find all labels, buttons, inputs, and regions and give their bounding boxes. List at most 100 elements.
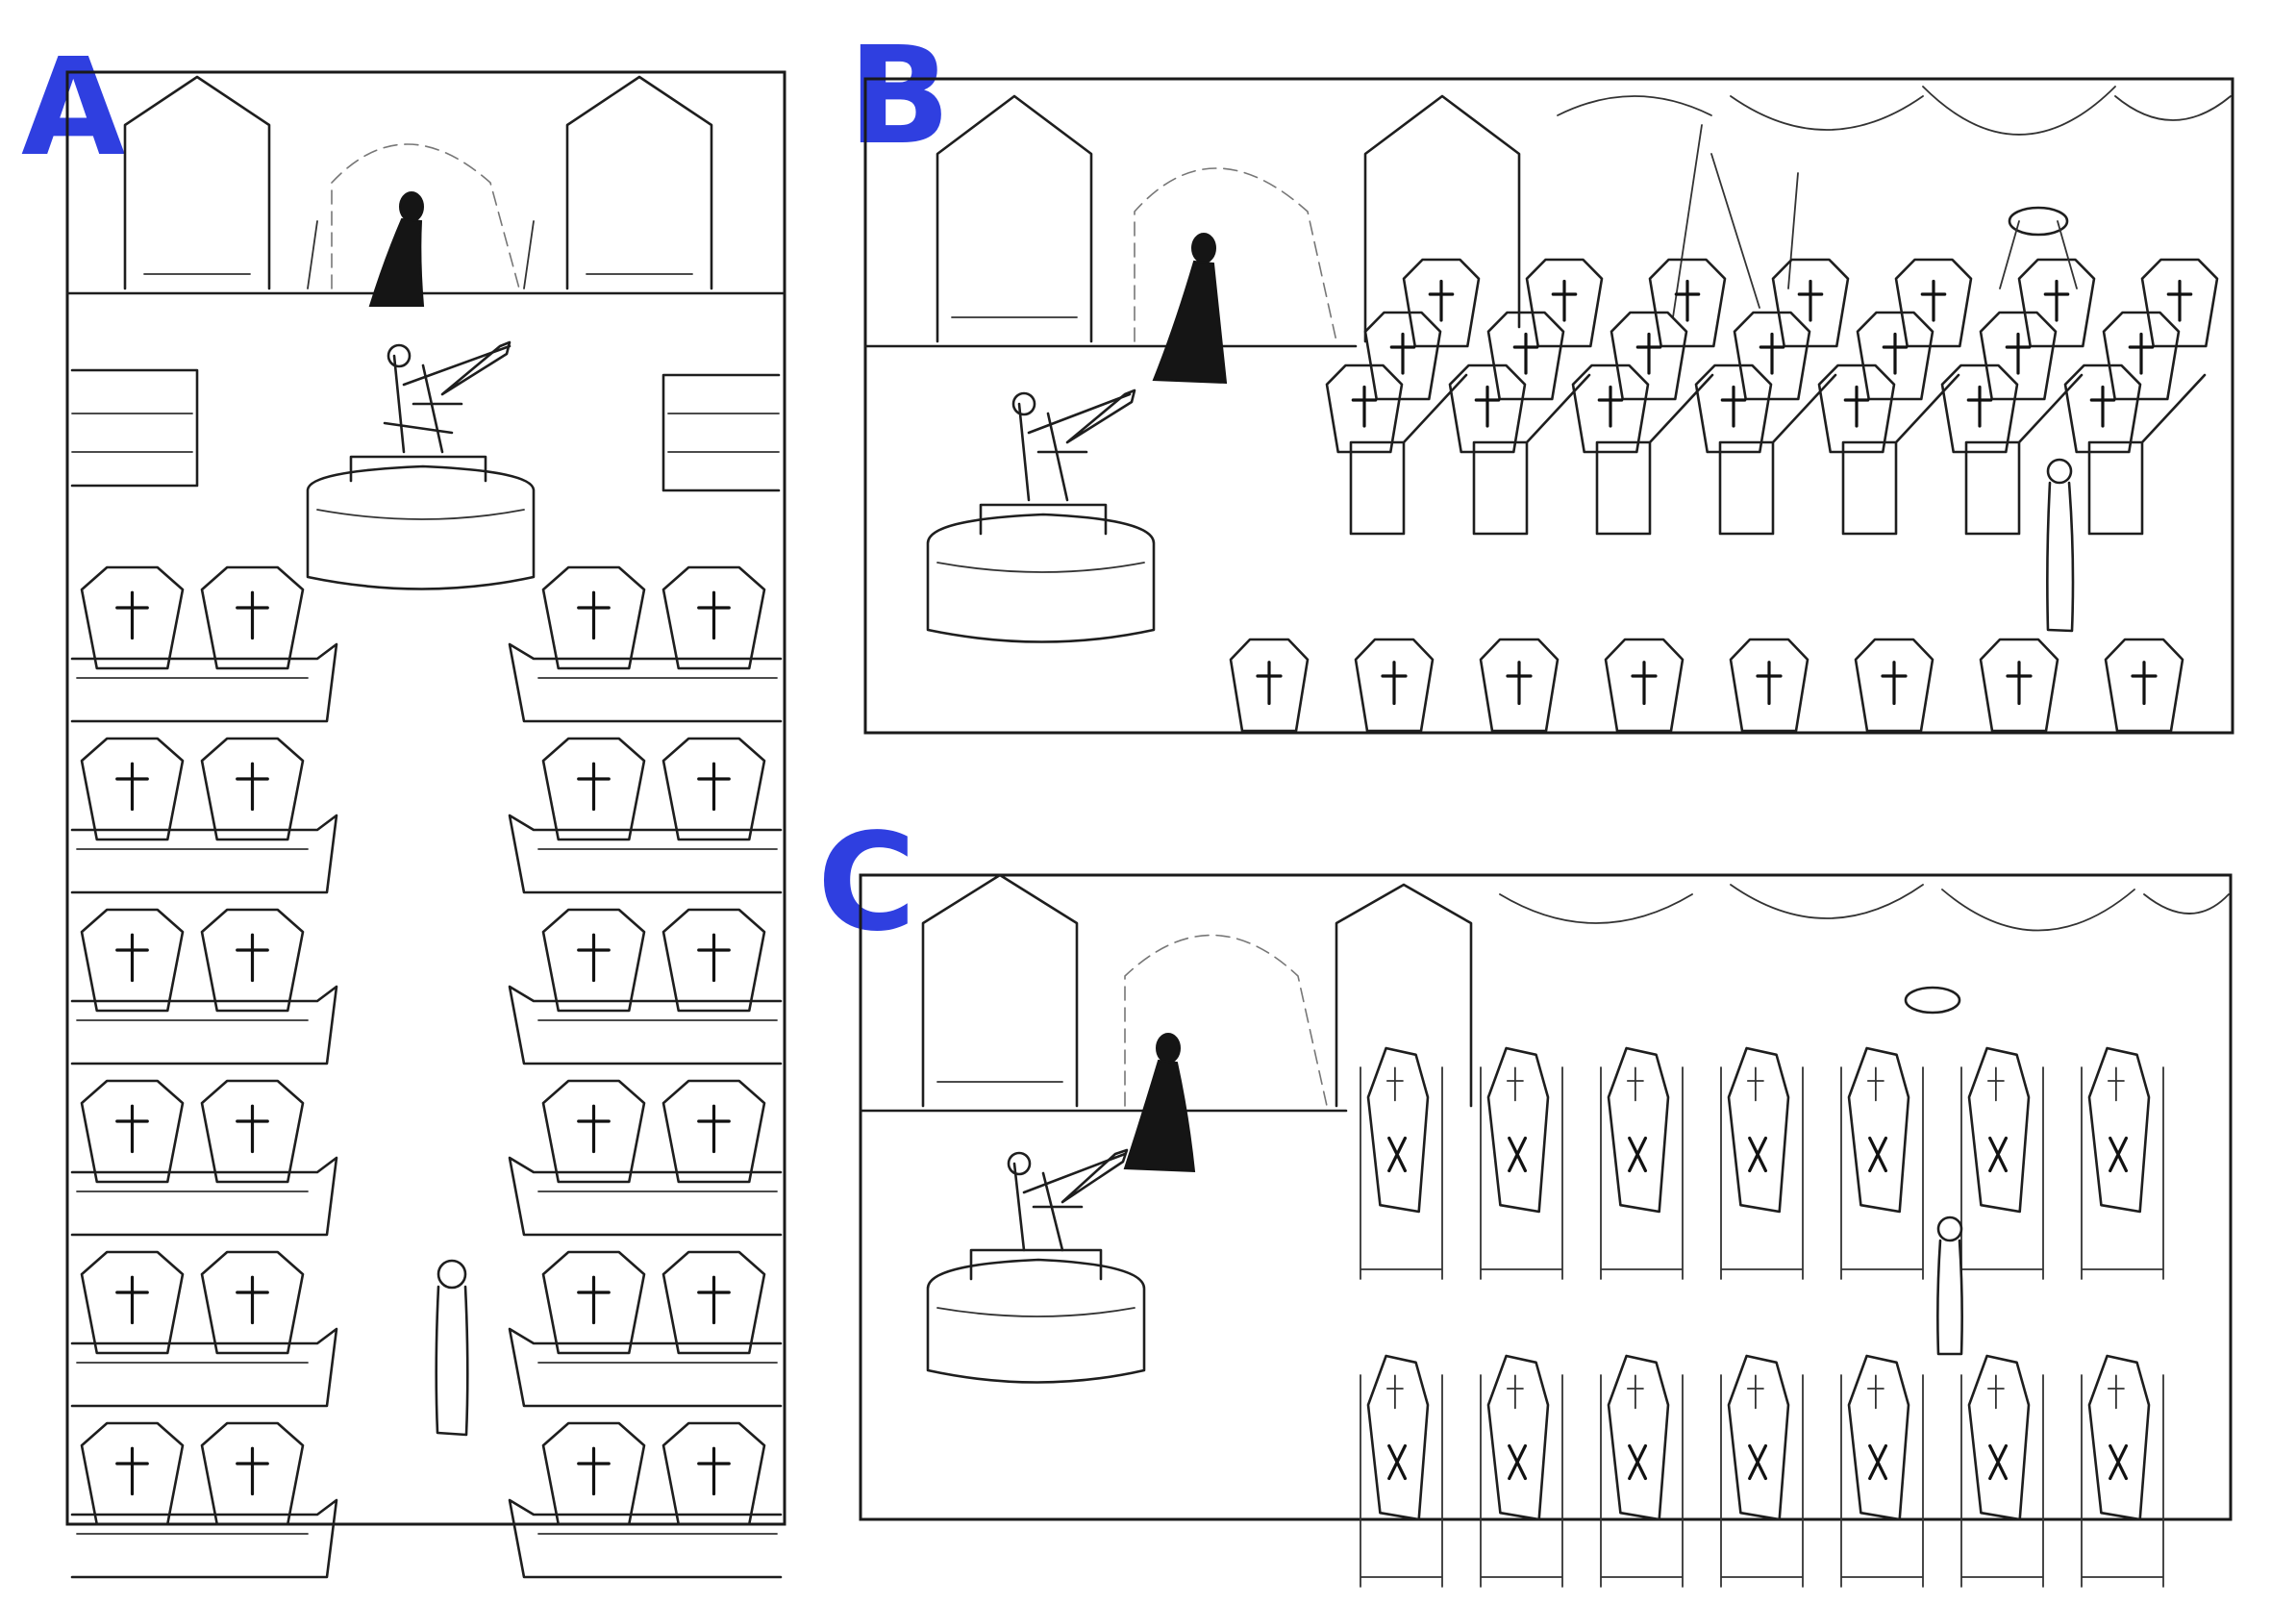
coffin-icon (1733, 311, 1811, 401)
cross-icon (2006, 661, 2033, 706)
cross-icon (1474, 385, 1501, 428)
cross-icon (1631, 661, 1658, 706)
coffin-icon (1366, 1046, 1430, 1214)
panel-a-label: A (21, 30, 125, 187)
coffin-icon (1967, 1046, 2031, 1214)
cross-icon (697, 590, 731, 640)
cross-icon (577, 1275, 611, 1325)
panel-a-back-wall (65, 75, 786, 295)
pew-row (1360, 1354, 2164, 1588)
coffin-icon (1486, 1046, 1550, 1214)
panel-b-frame (863, 77, 2234, 735)
coffin-icon (1979, 638, 2059, 733)
coffin-icon (1607, 1354, 1670, 1521)
pew-row (70, 1250, 338, 1408)
pew-row (508, 1250, 783, 1408)
cross-icon (115, 762, 149, 812)
cross-icon (1797, 279, 1824, 322)
cross-icon (115, 1104, 149, 1154)
panel-c-frame (859, 873, 2233, 1521)
cross-icon (1597, 385, 1624, 428)
cross-icon (1843, 385, 1870, 428)
coffin-icon (80, 737, 185, 841)
coffin-icon (1325, 363, 1404, 454)
coffin-icon (2140, 258, 2219, 348)
cross-icon (1674, 279, 1701, 322)
coffin-icon (1363, 311, 1442, 401)
coffin-icon (1729, 638, 1809, 733)
x-mark-icon (1628, 1136, 1648, 1173)
coffin-icon (1847, 1354, 1910, 1521)
cross-icon (2131, 661, 2158, 706)
panel-b-back-wall (863, 86, 2232, 348)
cross-icon (115, 933, 149, 983)
coffin-icon (1727, 1354, 1790, 1521)
cross-icon (1551, 279, 1578, 322)
x-mark-icon (1748, 1136, 1768, 1173)
coffin-icon (1967, 1354, 2031, 1521)
cross-icon (2128, 332, 2155, 375)
x-mark-icon (1868, 1136, 1888, 1173)
coffin-icon (541, 1250, 646, 1355)
panel-b-chandelier (1999, 206, 2078, 289)
coffin-icon (1607, 1046, 1670, 1214)
coffin-icon (2063, 363, 2142, 454)
coffin-icon (200, 1250, 305, 1355)
cross-icon (1966, 385, 1993, 428)
cross-icon (115, 590, 149, 640)
coffin-icon (200, 1421, 305, 1526)
coffin-icon (1525, 258, 1604, 348)
coffin-icon (80, 1250, 185, 1355)
cross-icon (1635, 332, 1662, 375)
coffin-icon (1610, 311, 1688, 401)
pew-row (1363, 311, 2181, 401)
panel-a-statue (306, 340, 536, 590)
panel-b-front-row (1229, 638, 2184, 733)
cross-icon (2043, 279, 2070, 322)
cross-icon (236, 933, 269, 983)
cross-icon (697, 1446, 731, 1496)
coffin-icon (1854, 638, 1934, 733)
coffin-icon (1694, 363, 1773, 454)
coffin-icon (80, 1079, 185, 1184)
panel-c-dark-figure (1123, 1033, 1196, 1173)
panel-a-dark-figure (368, 191, 425, 307)
coffin-icon (2087, 1354, 2151, 1521)
panel-a-right-pews (508, 565, 783, 1579)
coffin-icon (1817, 363, 1896, 454)
x-mark-icon (1868, 1443, 1888, 1481)
coffin-icon (1486, 1354, 1550, 1521)
cross-icon (236, 762, 269, 812)
cross-icon (236, 1275, 269, 1325)
panel-b-pews (1325, 258, 2219, 536)
pew-row (508, 1421, 783, 1579)
cross-icon (697, 933, 731, 983)
pew-row (508, 1079, 783, 1237)
x-mark-icon (1988, 1136, 2009, 1173)
pew-row (70, 737, 338, 894)
coffin-icon (80, 908, 185, 1013)
panel-a-side-benches (70, 368, 781, 492)
coffin-icon (661, 737, 766, 841)
coffin-icon (1894, 258, 1973, 348)
coffin-icon (80, 1421, 185, 1526)
panel-c-statue (926, 1148, 1146, 1384)
pew-row (70, 1421, 338, 1579)
cross-icon (236, 1446, 269, 1496)
coffin-icon (2102, 311, 2181, 401)
coffin-icon (2087, 1046, 2151, 1214)
panel-c-chandelier (1904, 986, 1961, 1015)
x-mark-icon (1628, 1443, 1648, 1481)
x-mark-icon (1387, 1136, 1408, 1173)
cross-icon (1506, 661, 1533, 706)
coffin-icon (1229, 638, 1310, 733)
coffin-icon (1648, 258, 1727, 348)
cross-icon (1882, 332, 1909, 375)
pew-row (508, 565, 783, 723)
cross-icon (2166, 279, 2193, 322)
panel-b-dark-figure (1152, 233, 1228, 385)
cross-icon (577, 1104, 611, 1154)
cross-icon (1512, 332, 1539, 375)
x-mark-icon (2109, 1443, 2129, 1481)
pew-row (1229, 638, 2184, 733)
